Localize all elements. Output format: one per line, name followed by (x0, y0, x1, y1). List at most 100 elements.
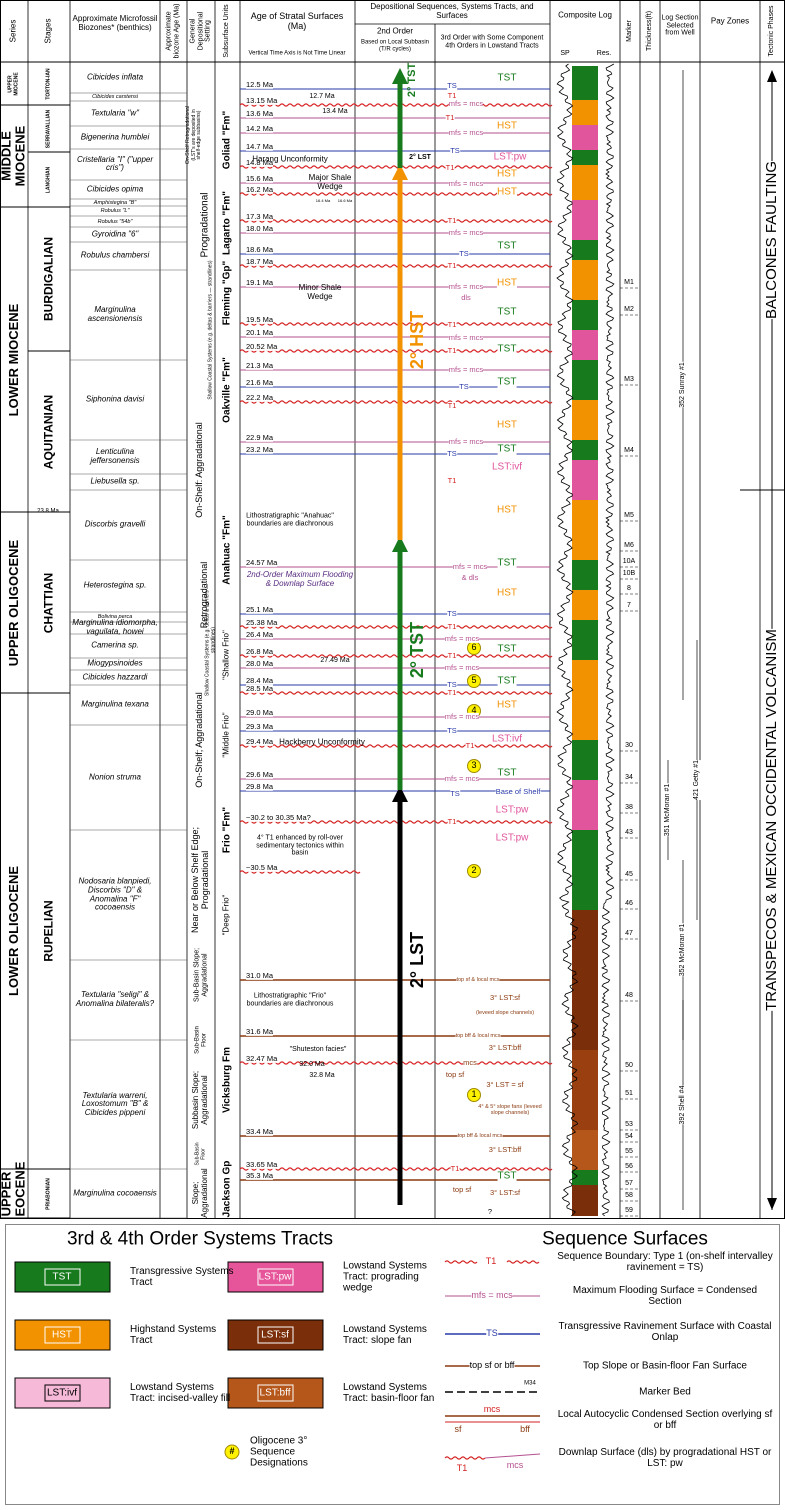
label: HST (497, 504, 517, 516)
label: 27.49 Ma (320, 657, 350, 665)
label: Marginulina cocoaensis (73, 1188, 157, 1198)
legend-swatch-label-box (257, 1268, 294, 1286)
legend-swatch-label-box (257, 1384, 294, 1402)
label: 12.5 Ma (246, 79, 274, 90)
label: 16.2 Ma (246, 184, 274, 195)
label: T1 (450, 1163, 460, 1174)
label: 50 (625, 1062, 633, 1070)
label: Heterostegina sp. (83, 580, 147, 590)
sequence-boundary (239, 165, 553, 169)
legend-swatch-label-box (44, 1326, 81, 1344)
label: Series (8, 19, 18, 43)
label: mfs = mcs (448, 281, 484, 292)
legend-swatch (227, 1261, 324, 1293)
label: 24.57 Ma (246, 557, 278, 568)
label: 2° TST (405, 62, 418, 98)
label: 2nd-Order Maximum Flooding & Downlap Sur… (246, 570, 354, 588)
sequence-boundary (239, 654, 553, 658)
label: RUPELIAN (41, 900, 56, 962)
legend-swatch (227, 1377, 324, 1409)
label: TS (447, 608, 457, 619)
label: Approximate biozone Age (Ma) (165, 3, 180, 59)
log-facies (572, 590, 598, 620)
label: T1 (445, 162, 455, 173)
log-facies (572, 620, 598, 660)
label: CHATTIAN (41, 572, 56, 633)
legend-text: Downlap Surface (dls) by progradational … (558, 1447, 772, 1469)
log-facies (572, 360, 598, 400)
log-facies (572, 150, 598, 165)
label: 2 (471, 865, 477, 876)
label: "Middle Frio" (221, 712, 231, 758)
arrow-head (392, 68, 408, 84)
label: Marginulina ascensionensis (87, 305, 143, 323)
label: 4° T1 enhanced by roll-over sedimentary … (256, 834, 344, 857)
label: T1 (447, 621, 457, 632)
label: 22.2 Ma (246, 392, 274, 403)
label: ~30.5 Ma (246, 862, 278, 873)
label: TST (497, 1170, 517, 1182)
legend-text: Top Slope or Basin-floor Fan Surface (583, 1360, 747, 1372)
label: 10B (622, 570, 636, 578)
label: 13.4 Ma (322, 108, 348, 116)
label: T1 (447, 650, 457, 661)
label: top bff & local mcs (457, 1132, 503, 1140)
legend-swatch (14, 1319, 111, 1351)
log-facies (572, 440, 598, 460)
label: TST (497, 443, 517, 455)
legend-swatch (14, 1377, 111, 1409)
label: Miogypsinoides (87, 658, 143, 668)
label: 28.5 Ma (246, 683, 274, 694)
legend-symbol (444, 1260, 478, 1264)
label: sf (454, 1424, 462, 1435)
label: 25.38 Ma (246, 617, 278, 628)
legend-label: LST:sf (261, 1329, 289, 1341)
label: On-Shelf; Aggradational (194, 692, 205, 788)
legend-label: # (229, 1446, 235, 1457)
label: 3 (471, 760, 477, 771)
log-facies (572, 1050, 598, 1130)
label: AQUITANIAN (41, 394, 56, 469)
label: mfs = mcs (471, 1290, 513, 1301)
label: T1 (447, 687, 457, 698)
label: T1 (456, 1463, 468, 1474)
log-facies (572, 1185, 598, 1216)
arrow-head (392, 536, 408, 552)
label: mfs = mcs (448, 127, 484, 138)
label: 3° LST:sf (489, 992, 521, 1003)
label: 14.7 Ma (246, 141, 274, 152)
log-facies (572, 780, 598, 830)
legend-label: HST (52, 1329, 72, 1341)
label: LST:pw (495, 832, 529, 844)
sequence-marker (467, 674, 481, 688)
label: 51 (625, 1090, 633, 1098)
label: Pay Zones (710, 16, 750, 26)
sequence-marker (467, 864, 481, 878)
label: M6 (624, 542, 634, 550)
label: 3rd Order with Some Component 4th Orders… (440, 34, 544, 49)
label: 2° LST (407, 931, 428, 989)
label: 352 McMoran #1 (679, 923, 687, 977)
label: & dls (461, 572, 479, 583)
label: dls (461, 292, 471, 303)
label: 54 (625, 1133, 633, 1141)
label: 29.6 Ma (246, 769, 274, 780)
label: T1 (465, 740, 475, 751)
label: TST (497, 72, 517, 84)
label: 33.4 Ma (246, 1126, 274, 1137)
label: Shallow Coastal Systems (e.g. deltas & b… (207, 260, 214, 400)
label: Depositional Sequences, Systems Tracts, … (370, 2, 534, 20)
label: 18.7 Ma (246, 256, 274, 267)
label: 47 (625, 930, 633, 938)
label: TST (497, 643, 517, 655)
label: Jackson Gp (221, 1160, 233, 1218)
label: Cibicides opima (86, 184, 144, 194)
label: 29.8 Ma (246, 781, 274, 792)
label: Bolivina perca (97, 613, 133, 620)
label: 22.9 Ma (246, 432, 274, 443)
label: (leveed slope channels) (470, 1009, 540, 1017)
label: 21.6 Ma (246, 377, 274, 388)
label: HST (497, 277, 517, 289)
label: 15.6 Ma (246, 173, 274, 184)
